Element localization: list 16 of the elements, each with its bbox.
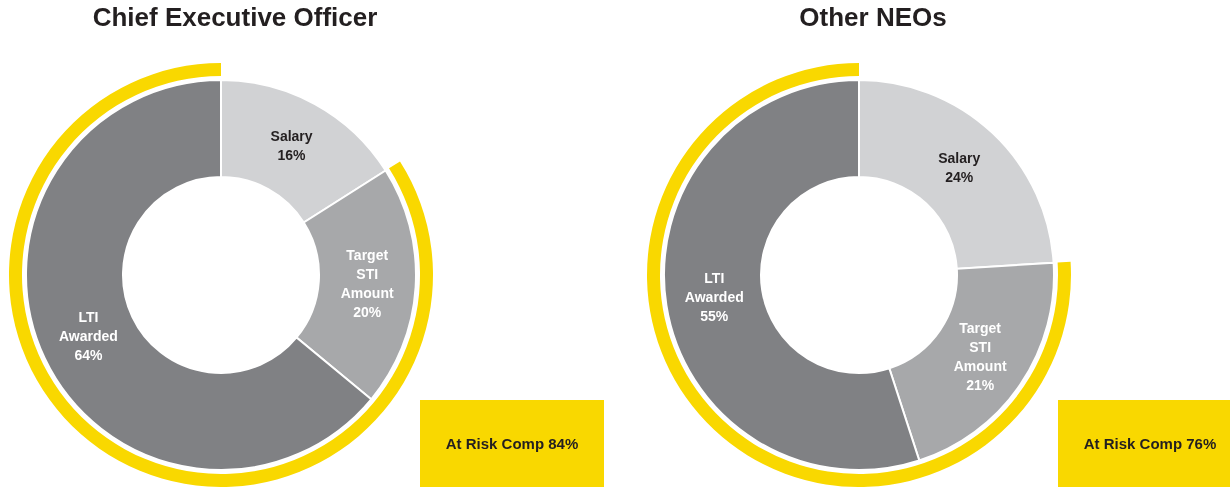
text: At Risk Comp 84% [420, 400, 604, 487]
data-label: 16% [277, 146, 307, 163]
slice-label: Salary [270, 127, 313, 144]
data-label: 64% [74, 347, 103, 364]
data-label: 21% [966, 376, 995, 393]
chart-title: Chief Executive Officer [91, 2, 379, 33]
slice-label: LTI Awarded [684, 269, 744, 305]
slice-label: Target STI Amount [340, 246, 394, 301]
slice-label: Target STI Amount [953, 319, 1007, 374]
data-label: 20% [353, 303, 382, 320]
slice-label: LTI Awarded [59, 309, 118, 345]
chart-title: Other NEOs [798, 2, 948, 33]
text: At Risk Comp 76% [1058, 400, 1230, 487]
data-label: 55% [700, 307, 729, 324]
data-label: 24% [945, 168, 974, 185]
slice-label: Salary [938, 149, 981, 166]
